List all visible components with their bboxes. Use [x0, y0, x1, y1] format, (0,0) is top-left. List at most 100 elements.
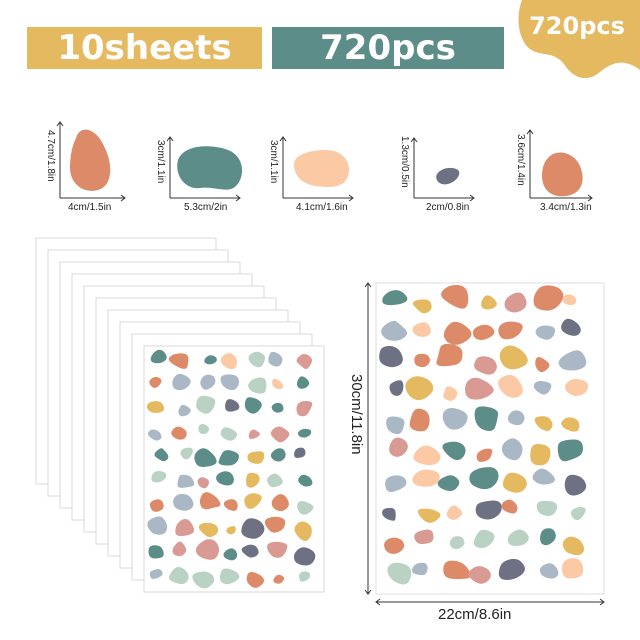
sticker-blob [223, 548, 238, 561]
sticker-blob [570, 506, 586, 521]
sticker-blob [244, 493, 262, 509]
sticker-blob [146, 401, 165, 413]
sticker-blob [273, 574, 285, 584]
sticker-blob [172, 373, 191, 391]
sticker-blob [271, 402, 284, 413]
teal-blob-icon [177, 146, 243, 190]
sticker-blob [442, 441, 466, 461]
sticker-blob [381, 320, 408, 341]
slate-blob-icon [436, 167, 460, 185]
sticker-blob [180, 447, 193, 460]
sticker-blob [412, 299, 432, 314]
sticker-blob [171, 426, 187, 440]
sticker-blob [149, 376, 162, 388]
sticker-blob [197, 477, 210, 489]
sticker-blob [472, 324, 495, 341]
sticker-blob [446, 505, 463, 520]
sticker-blob [532, 468, 555, 485]
sticker-blob [266, 473, 283, 488]
sticker-blob [382, 507, 396, 521]
sheet-width-label: 22cm/8.6in [438, 606, 512, 623]
shape-5-width: 3.4cm/1.3in [540, 202, 592, 213]
sticker-blob [533, 285, 564, 311]
sticker-blob [498, 321, 523, 340]
sticker-blob [151, 471, 167, 483]
sticker-blob [270, 448, 286, 462]
sticker-blob [413, 445, 441, 466]
sticker-blob [293, 547, 316, 566]
sticker-blob [271, 494, 289, 512]
sticker-blob [412, 562, 428, 576]
sticker-blob [564, 474, 587, 496]
sticker-blob [504, 292, 527, 313]
sticker-blob [539, 563, 559, 579]
sticker-blob [264, 516, 286, 533]
sticker-blob [443, 560, 471, 580]
sticker-blob [296, 354, 313, 369]
sticker-blob [220, 427, 238, 441]
sticker-blob [147, 429, 162, 441]
sticker-blob [246, 571, 265, 588]
sticker-blob [192, 571, 215, 589]
sticker-blob [216, 471, 234, 486]
sticker-blob [148, 545, 164, 559]
sticker-blob [535, 325, 556, 340]
sticker-blob [536, 500, 558, 516]
sticker-blob [248, 377, 267, 394]
sticker-blob [507, 410, 525, 426]
sticker-blob [168, 353, 189, 369]
sticker-blob [561, 417, 580, 432]
shape-1-width: 4cm/1.5in [68, 202, 112, 213]
sticker-blob [405, 376, 434, 401]
sticker-blob [498, 374, 523, 398]
sticker-blob [384, 537, 405, 554]
sheet-height-label: 30cm/11.8in [348, 374, 365, 455]
sticker-blob [225, 399, 240, 412]
shape-2-width: 5.3cm/2in [184, 202, 228, 213]
sticker-blob [175, 518, 195, 537]
sticker-blob [474, 406, 499, 431]
sticker-blob [414, 529, 434, 545]
sticker-blob [297, 428, 312, 438]
piece-count-banner: 720pcs [272, 27, 504, 69]
sticker-blob [379, 345, 403, 368]
sticker-blob [389, 437, 408, 457]
sticker-blob [195, 539, 220, 560]
sticker-blob [465, 377, 494, 400]
sticker-blob [297, 376, 310, 389]
sticker-blob [147, 516, 168, 535]
terracotta-round-blob-icon [542, 152, 583, 197]
badge-label: 720pcs [529, 12, 625, 40]
sticker-blob [177, 474, 195, 488]
sticker-blob [178, 404, 191, 417]
sticker-blob [436, 343, 463, 367]
sticker-blob [223, 499, 238, 511]
sticker-blob [270, 426, 290, 443]
sticker-blob [248, 429, 260, 439]
sticker-blob [268, 351, 283, 367]
sticker-blob [562, 558, 584, 579]
sticker-blob [173, 493, 194, 511]
shape-3-width: 4.1cm/1.6in [296, 202, 348, 213]
sticker-blob [535, 356, 550, 373]
sticker-blob [530, 444, 551, 466]
sticker-blob [476, 448, 493, 462]
sticker-blob [248, 351, 266, 368]
large-sheet-dimension-arrows [364, 282, 605, 606]
sticker-blob [218, 450, 240, 466]
sticker-blob [562, 536, 585, 556]
sticker-blob [437, 475, 460, 492]
sticker-blob [199, 492, 221, 510]
sticker-blob [417, 508, 441, 523]
sticker-blob [246, 472, 260, 488]
stacked-sheet [143, 345, 325, 593]
sticker-blob [219, 568, 240, 585]
sticker-blob [198, 423, 210, 435]
sticker-blob [389, 380, 404, 396]
blob-badge [518, 0, 640, 79]
sticker-blob [473, 529, 495, 549]
sticker-blob [557, 439, 583, 462]
sticker-blob [200, 374, 216, 390]
